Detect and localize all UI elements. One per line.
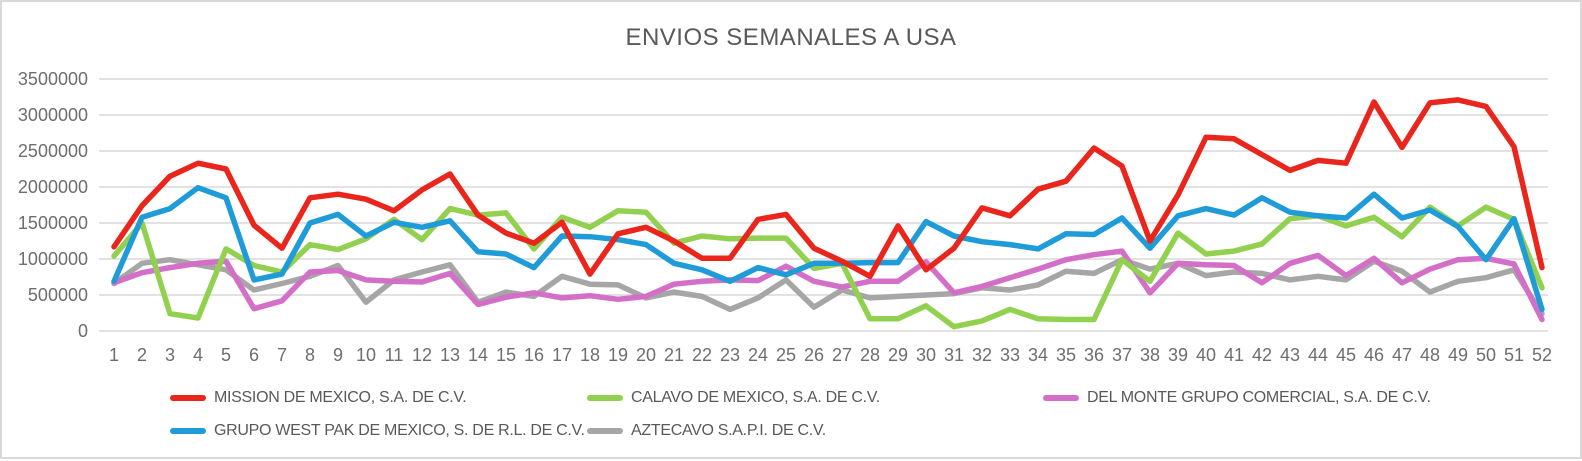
x-tick-label: 21	[663, 345, 685, 365]
x-tick-label: 32	[971, 345, 993, 365]
chart-title: ENVIOS SEMANALES A USA	[625, 24, 957, 51]
legend-label-mission: MISSION DE MEXICO, S.A. DE C.V.	[214, 389, 467, 406]
x-tick-label: 41	[1223, 345, 1245, 365]
legend-item-mission[interactable]: MISSION DE MEXICO, S.A. DE C.V.	[170, 388, 467, 408]
x-tick-label: 16	[523, 345, 545, 365]
legend-swatch-del-monte	[1043, 395, 1079, 401]
x-tick-label: 22	[691, 345, 713, 365]
legend-swatch-grupo-west-pak	[170, 428, 206, 434]
x-tick-label: 49	[1447, 345, 1469, 365]
x-tick-label: 33	[999, 345, 1021, 365]
y-tick-label: 2000000	[17, 177, 88, 197]
x-tick-label: 35	[1055, 345, 1077, 365]
legend-swatch-aztecavo	[587, 428, 623, 434]
legend-item-grupo-west-pak[interactable]: GRUPO WEST PAK DE MEXICO, S. DE R.L. DE …	[170, 421, 585, 441]
legend-label-del-monte: DEL MONTE GRUPO COMERCIAL, S.A. DE C.V.	[1087, 389, 1431, 406]
x-tick-label: 31	[943, 345, 965, 365]
x-tick-label: 40	[1195, 345, 1217, 365]
x-tick-label: 10	[355, 345, 377, 365]
y-tick-label: 0	[77, 321, 88, 341]
legend-item-calavo[interactable]: CALAVO DE MEXICO, S.A. DE C.V.	[587, 388, 880, 408]
x-tick-label: 8	[304, 345, 315, 365]
x-tick-label: 13	[439, 345, 461, 365]
x-tick-label: 19	[607, 345, 629, 365]
x-tick-label: 17	[551, 345, 573, 365]
legend-item-aztecavo[interactable]: AZTECAVO S.A.P.I. DE C.V.	[587, 421, 826, 441]
x-tick-label: 45	[1335, 345, 1357, 365]
x-tick-label: 9	[332, 345, 343, 365]
series-line-3	[111, 184, 1545, 313]
x-tick-label: 5	[220, 345, 231, 365]
x-tick-label: 52	[1531, 345, 1553, 365]
y-tick-label: 500000	[27, 285, 88, 305]
legend-swatch-calavo	[587, 395, 623, 401]
series-line-2	[111, 248, 1545, 323]
x-tick-label: 36	[1083, 345, 1105, 365]
x-tick-label: 46	[1363, 345, 1385, 365]
legend-swatch-mission	[170, 395, 206, 401]
x-tick-label: 6	[248, 345, 259, 365]
x-tick-label: 15	[495, 345, 517, 365]
y-tick-label: 1000000	[17, 249, 88, 269]
y-tick-label: 2500000	[17, 141, 88, 161]
series-line-4	[111, 256, 1545, 317]
x-tick-label: 47	[1391, 345, 1413, 365]
x-tick-label: 39	[1167, 345, 1189, 365]
x-tick-label: 3	[164, 345, 175, 365]
legend-label-grupo-west-pak: GRUPO WEST PAK DE MEXICO, S. DE R.L. DE …	[214, 422, 585, 439]
x-tick-label: 37	[1111, 345, 1133, 365]
x-tick-label: 18	[579, 345, 601, 365]
y-tick-label: 1500000	[17, 213, 88, 233]
x-tick-label: 48	[1419, 345, 1441, 365]
x-tick-label: 25	[775, 345, 797, 365]
x-tick-label: 1	[108, 345, 119, 365]
x-tick-label: 30	[915, 345, 937, 365]
x-tick-label: 7	[276, 345, 287, 365]
legend-label-calavo: CALAVO DE MEXICO, S.A. DE C.V.	[631, 389, 880, 406]
x-tick-label: 14	[467, 345, 489, 365]
x-tick-label: 12	[411, 345, 433, 365]
x-tick-label: 23	[719, 345, 741, 365]
x-tick-label: 2	[136, 345, 147, 365]
x-tick-label: 28	[859, 345, 881, 365]
y-tick-label: 3500000	[17, 69, 88, 89]
x-tick-label: 20	[635, 345, 657, 365]
legend-label-aztecavo: AZTECAVO S.A.P.I. DE C.V.	[631, 422, 826, 439]
x-tick-label: 38	[1139, 345, 1161, 365]
x-tick-label: 11	[384, 345, 404, 365]
series-line-0	[111, 97, 1545, 280]
x-tick-label: 4	[192, 345, 203, 365]
legend-item-del-monte[interactable]: DEL MONTE GRUPO COMERCIAL, S.A. DE C.V.	[1043, 388, 1431, 408]
x-tick-label: 24	[747, 345, 769, 365]
x-tick-label: 26	[803, 345, 825, 365]
x-tick-label: 50	[1475, 345, 1497, 365]
x-tick-label: 27	[831, 345, 853, 365]
x-tick-label: 34	[1027, 345, 1049, 365]
x-tick-label: 44	[1307, 345, 1329, 365]
y-tick-label: 3000000	[17, 105, 88, 125]
x-tick-label: 43	[1279, 345, 1301, 365]
x-tick-label: 51	[1503, 345, 1525, 365]
x-tick-label: 42	[1251, 345, 1273, 365]
x-tick-label: 29	[887, 345, 909, 365]
